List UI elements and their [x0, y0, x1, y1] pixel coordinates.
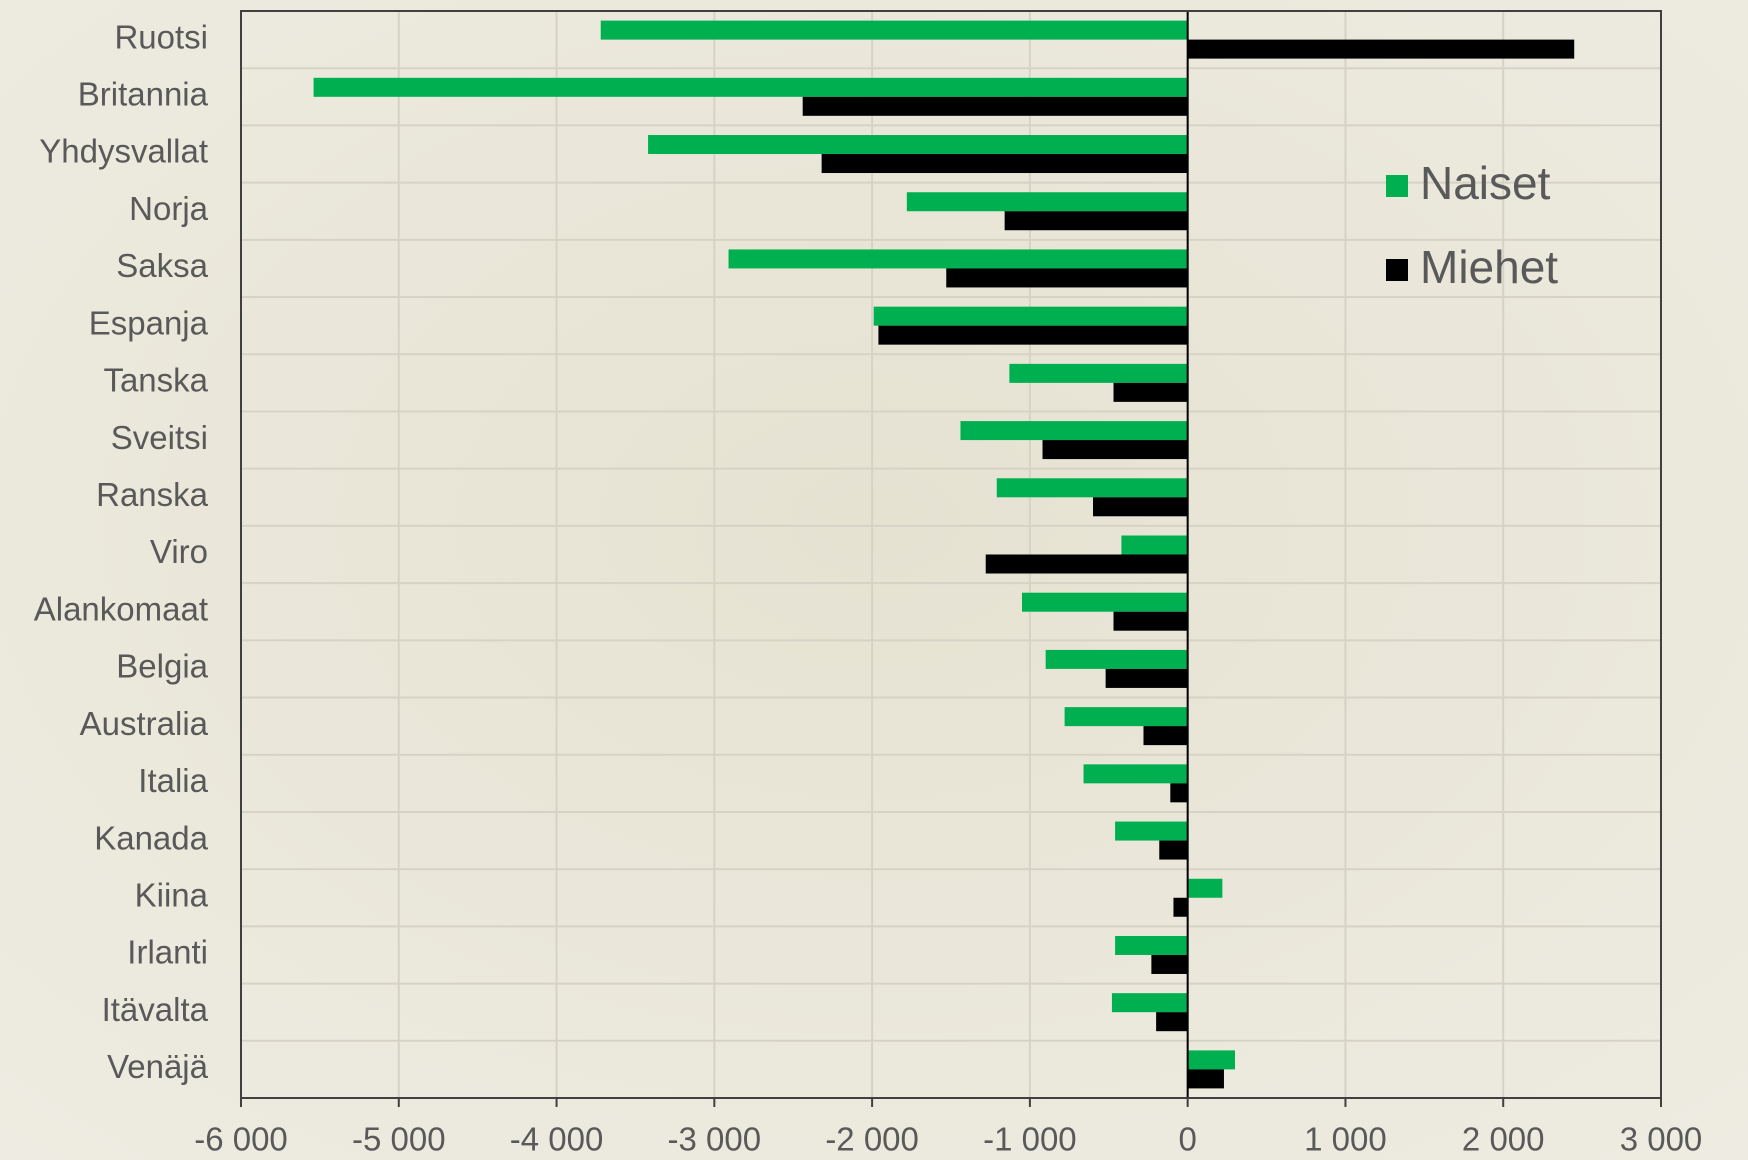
- bar: [1045, 649, 1188, 669]
- bar: [1083, 764, 1188, 784]
- bar: [1105, 668, 1188, 688]
- bar: [1093, 497, 1188, 517]
- bar: [1187, 878, 1223, 898]
- bar: [802, 96, 1188, 116]
- x-tick-label: -1 000: [983, 1121, 1077, 1158]
- bar: [878, 325, 1188, 345]
- legend-swatch: [1386, 175, 1408, 197]
- y-tick-label: Tanska: [103, 362, 208, 399]
- x-tick-label: 2 000: [1462, 1121, 1545, 1158]
- y-tick-label: Ranska: [96, 476, 209, 513]
- bar: [600, 20, 1188, 40]
- x-tick-label: -3 000: [668, 1121, 762, 1158]
- bar: [1113, 611, 1188, 631]
- y-tick-label: Ruotsi: [114, 18, 208, 55]
- y-tick-label: Britannia: [78, 76, 209, 113]
- bar: [1115, 821, 1188, 841]
- bar: [996, 478, 1188, 498]
- bar: [1111, 993, 1188, 1013]
- bar: [313, 77, 1188, 97]
- y-tick-label: Kiina: [135, 876, 209, 913]
- bar: [1159, 840, 1188, 860]
- y-tick-label: Yhdysvallat: [39, 133, 208, 170]
- bar: [1009, 363, 1188, 383]
- y-tick-label: Alankomaat: [34, 590, 208, 627]
- y-tick-label: Saksa: [116, 247, 208, 284]
- y-tick-label: Viro: [150, 533, 208, 570]
- y-tick-label: Norja: [129, 190, 209, 227]
- bar: [985, 554, 1188, 574]
- bar: [1173, 897, 1188, 917]
- legend-label: Naiset: [1420, 157, 1551, 209]
- x-tick-label: 0: [1178, 1121, 1196, 1158]
- bar: [873, 306, 1188, 326]
- bar: [1143, 726, 1188, 746]
- bar: [648, 135, 1188, 155]
- x-tick-label: 1 000: [1304, 1121, 1387, 1158]
- bar: [1187, 39, 1575, 59]
- bar: [1022, 592, 1188, 612]
- bar: [1170, 783, 1188, 803]
- bar: [1187, 1069, 1224, 1089]
- bar: [1115, 935, 1188, 955]
- y-tick-label: Australia: [80, 705, 209, 742]
- bar: [960, 421, 1188, 441]
- x-tick-label: -4 000: [510, 1121, 604, 1158]
- bar: [1064, 707, 1188, 727]
- y-tick-label: Italia: [138, 762, 208, 799]
- bar: [906, 192, 1188, 212]
- bar: [1113, 382, 1188, 402]
- y-tick-label: Espanja: [89, 304, 209, 341]
- y-tick-label: Itävalta: [102, 991, 209, 1028]
- bar: [1151, 954, 1188, 974]
- bar: [1156, 1012, 1188, 1032]
- bar: [1121, 535, 1188, 555]
- y-tick-label: Belgia: [116, 648, 208, 685]
- bar: [1004, 211, 1188, 231]
- y-tick-label: Venäjä: [107, 1048, 209, 1085]
- x-tick-label: 3 000: [1620, 1121, 1703, 1158]
- bar: [821, 154, 1188, 174]
- x-tick-label: -6 000: [194, 1121, 288, 1158]
- bar: [946, 268, 1188, 288]
- bar: [1042, 440, 1188, 460]
- x-tick-label: -2 000: [825, 1121, 919, 1158]
- legend-label: Miehet: [1420, 241, 1558, 293]
- y-tick-label: Sveitsi: [111, 419, 208, 456]
- legend-swatch: [1386, 259, 1408, 281]
- plot-border: [240, 10, 1662, 1099]
- y-tick-label: Irlanti: [127, 934, 208, 971]
- plot-area: -6 000 -5 000 -4 000 -3 000 -2 000 -1 000 0 1 0…: [34, 10, 1703, 1158]
- bar: [728, 249, 1188, 269]
- y-tick-label: Kanada: [94, 819, 208, 856]
- bar: [1187, 1050, 1235, 1070]
- x-tick-label: -5 000: [352, 1121, 446, 1158]
